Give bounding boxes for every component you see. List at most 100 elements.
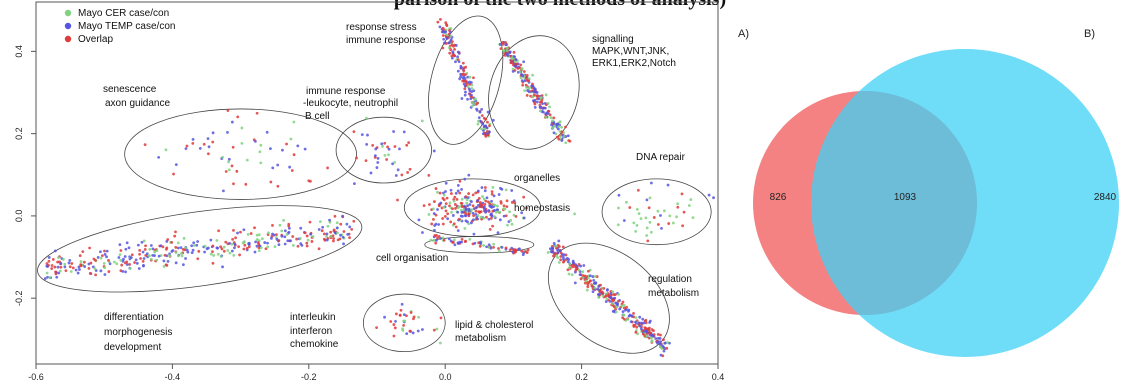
region-label: cell organisation [376, 253, 448, 264]
scatter-point [707, 193, 711, 197]
scatter-point [283, 229, 287, 233]
scatter-point [185, 144, 189, 148]
scatter-point [50, 264, 54, 267]
scatter-point [371, 143, 375, 147]
scatter-point [504, 246, 508, 250]
scatter-point [122, 257, 125, 261]
scatter-point [450, 192, 453, 195]
scatter-point [87, 266, 91, 270]
scatter-point [559, 258, 563, 262]
scatter-point [634, 229, 638, 233]
scatter-point [452, 199, 456, 203]
scatter-point [519, 76, 523, 80]
scatter-point [148, 247, 152, 251]
scatter-point [422, 204, 426, 208]
scatter-point [100, 254, 104, 258]
scatter-point [267, 231, 270, 235]
scatter-point [582, 264, 586, 267]
scatter-point [482, 207, 486, 211]
scatter-point [464, 195, 468, 199]
scatter-point [157, 155, 161, 159]
scatter-point [336, 231, 339, 235]
scatter-point [460, 210, 464, 214]
scatter-point [287, 222, 291, 226]
scatter-point [644, 216, 648, 220]
scatter-point [445, 37, 449, 40]
scatter-point [539, 96, 543, 99]
scatter-point [456, 183, 460, 187]
page-title: parison of the two methods of analysis) [260, 0, 860, 11]
scatter-point [662, 349, 666, 353]
scatter-point [206, 152, 210, 156]
scatter-point [405, 332, 409, 336]
scatter-point [445, 196, 449, 200]
scatter-point [265, 130, 269, 134]
scatter-point [461, 61, 465, 65]
legend: Mayo CER case/con Mayo TEMP case/con Overl… [64, 8, 175, 45]
scatter-point [216, 252, 220, 256]
scatter-point [305, 244, 309, 248]
scatter-point [348, 236, 351, 240]
scatter-point [462, 79, 466, 83]
scatter-point [230, 164, 234, 168]
scatter-point [506, 223, 509, 227]
scatter-point [121, 259, 125, 263]
scatter-point [184, 257, 187, 260]
scatter-point [67, 261, 71, 265]
scatter-point [224, 240, 228, 244]
scatter-point [387, 147, 391, 151]
scatter-point [444, 181, 448, 185]
scatter-point [638, 321, 641, 325]
scatter-point [561, 245, 565, 249]
scatter-point [163, 253, 167, 257]
scatter-point [79, 260, 83, 263]
scatter-point [486, 110, 490, 114]
region-label: differentiation [104, 312, 164, 323]
scatter-point [467, 212, 471, 216]
scatter-point [535, 91, 539, 94]
scatter-point [591, 290, 595, 294]
scatter-point [687, 204, 691, 207]
scatter-point [428, 203, 431, 206]
scatter-point [484, 199, 488, 203]
scatter-point [125, 241, 129, 245]
scatter-point [230, 120, 234, 124]
scatter-point [497, 247, 500, 250]
scatter-point [222, 249, 226, 253]
scatter-point [435, 239, 438, 242]
scatter-point [552, 131, 556, 135]
scatter-point [94, 273, 98, 277]
scatter-point [276, 184, 280, 188]
scatter-point [602, 286, 606, 290]
venn-circle-right [811, 49, 1119, 357]
scatter-point [615, 305, 619, 309]
scatter-point [342, 230, 346, 233]
scatter-point [634, 320, 637, 324]
scatter-point [583, 281, 587, 285]
scatter-point [501, 42, 505, 46]
scatter-point [394, 174, 398, 177]
scatter-point [474, 209, 478, 213]
scatter-point [605, 297, 609, 301]
scatter-point [616, 302, 620, 306]
scatter-point [102, 261, 106, 265]
region-label: senescence [103, 84, 157, 95]
scatter-point [375, 166, 379, 169]
scatter-point [346, 232, 350, 236]
scatter-point [219, 245, 223, 249]
scatter-point [172, 172, 175, 176]
scatter-point [597, 295, 601, 299]
scatter-point [454, 207, 457, 210]
scatter-point [380, 142, 384, 146]
scatter-point [658, 340, 662, 344]
scatter-point [478, 110, 482, 114]
scatter-point [591, 275, 595, 278]
scatter-point [650, 339, 654, 343]
scatter-point [133, 261, 136, 264]
scatter-point [228, 241, 231, 245]
scatter-point [242, 228, 246, 232]
scatter-point [515, 62, 519, 66]
scatter-point [99, 269, 103, 273]
scatter-point [570, 273, 574, 277]
scatter-point [553, 124, 557, 128]
